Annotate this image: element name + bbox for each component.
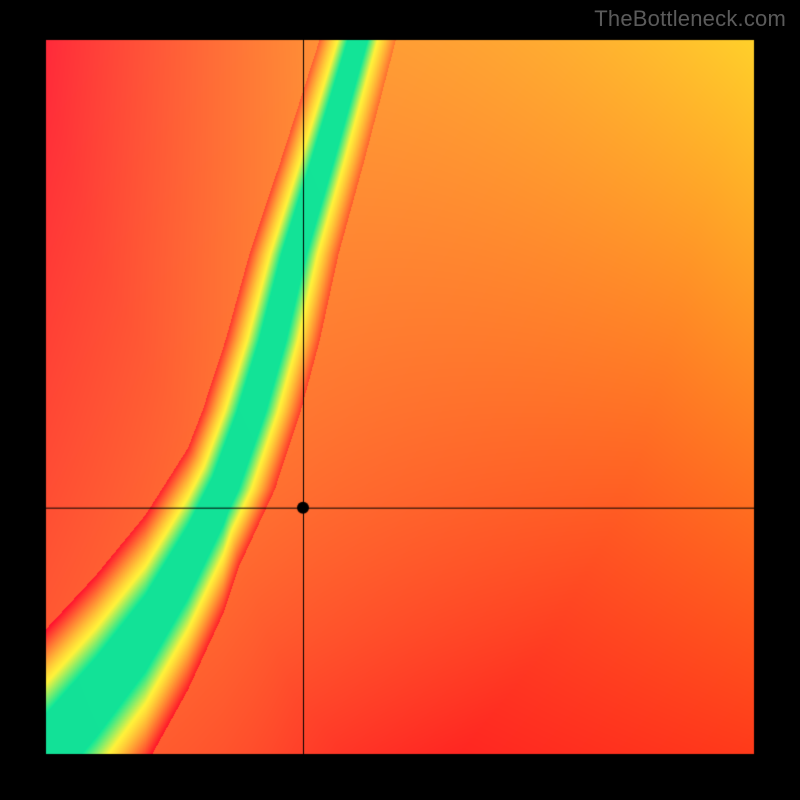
- chart-container: TheBottleneck.com: [0, 0, 800, 800]
- bottleneck-heatmap: [0, 0, 800, 800]
- attribution-text: TheBottleneck.com: [594, 6, 786, 32]
